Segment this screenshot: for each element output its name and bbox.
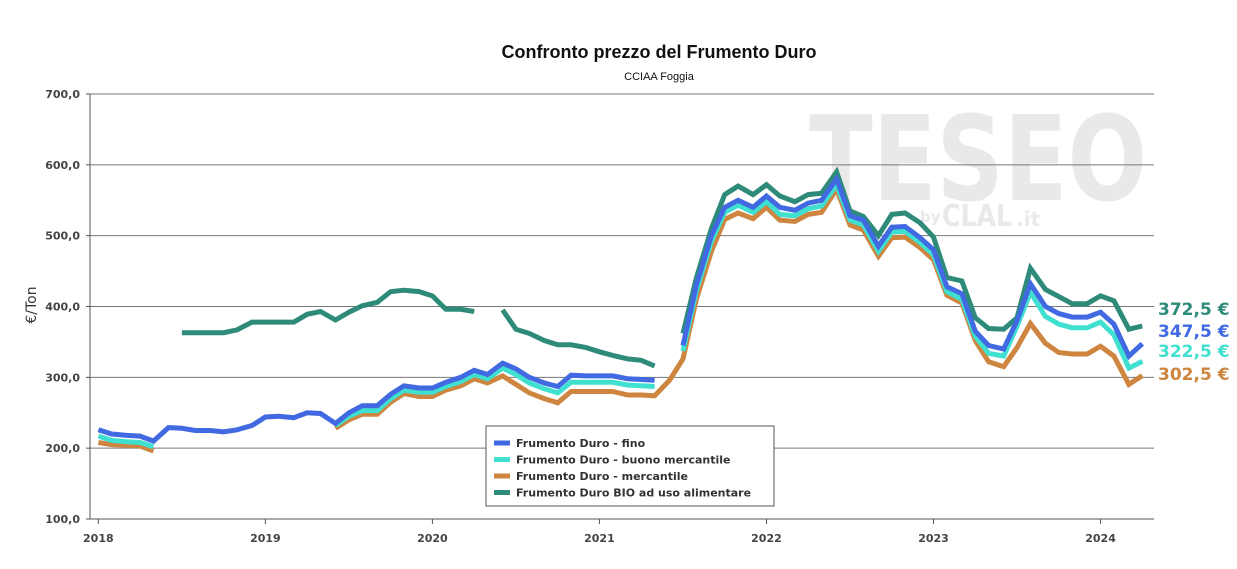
legend-label-3: Frumento Duro BIO ad uso alimentare [516, 487, 751, 500]
series-line-1 [97, 179, 1144, 450]
end-label-1: 322,5 € [1158, 342, 1230, 362]
watermark-by: by [920, 208, 941, 226]
x-axis-ticks: 2018 2019 2020 2021 2022 2023 2024 [83, 519, 1116, 545]
y-tick-label: 500,0 [45, 230, 80, 243]
y-tick-label: 300,0 [45, 371, 80, 384]
x-tick-label: 2022 [751, 532, 782, 545]
end-label-3: 372,5 € [1158, 300, 1230, 320]
watermark-suffix: .it [1016, 207, 1040, 231]
legend-items: Frumento Duro - fino Frumento Duro - buon… [494, 437, 751, 500]
y-tick-label: 200,0 [45, 442, 80, 455]
series-line-0 [97, 173, 1144, 444]
y-tick-label: 600,0 [45, 159, 80, 172]
legend-label-2: Frumento Duro - mercantile [516, 470, 688, 483]
end-label-0: 347,5 € [1158, 322, 1230, 342]
y-axis-ticks: 100,0 200,0 300,0 400,0 500,0 600,0 700,0 [45, 88, 90, 526]
end-label-2: 302,5 € [1158, 365, 1230, 385]
x-tick-label: 2021 [584, 532, 615, 545]
legend-label-1: Frumento Duro - buono mercantile [516, 454, 731, 467]
series-group [97, 166, 1144, 454]
y-tick-label: 400,0 [45, 301, 80, 314]
y-tick-label: 100,0 [45, 513, 80, 526]
chart-title: Confronto prezzo del Frumento Duro [502, 42, 817, 62]
end-labels: 347,5 €322,5 € 302,5 € 372,5 € [1158, 300, 1230, 385]
watermark-brand: CLAL [942, 199, 1012, 234]
watermark-main: TESEO [809, 90, 1147, 228]
series-line-3 [181, 166, 1143, 369]
y-tick-label: 700,0 [45, 88, 80, 101]
legend: Frumento Duro - fino Frumento Duro - buon… [485, 425, 775, 507]
x-tick-label: 2024 [1085, 532, 1116, 545]
x-tick-label: 2020 [417, 532, 448, 545]
x-tick-label: 2019 [250, 532, 281, 545]
y-axis-label: €/Ton [24, 286, 40, 323]
watermark: TESEO by CLAL .it [809, 90, 1147, 234]
x-tick-label: 2018 [83, 532, 114, 545]
chart-subtitle: CCIAA Foggia [624, 71, 695, 83]
series-line-2 [98, 183, 1144, 454]
legend-label-0: Frumento Duro - fino [516, 437, 646, 450]
legend-box [485, 425, 775, 507]
x-tick-label: 2023 [918, 532, 949, 545]
